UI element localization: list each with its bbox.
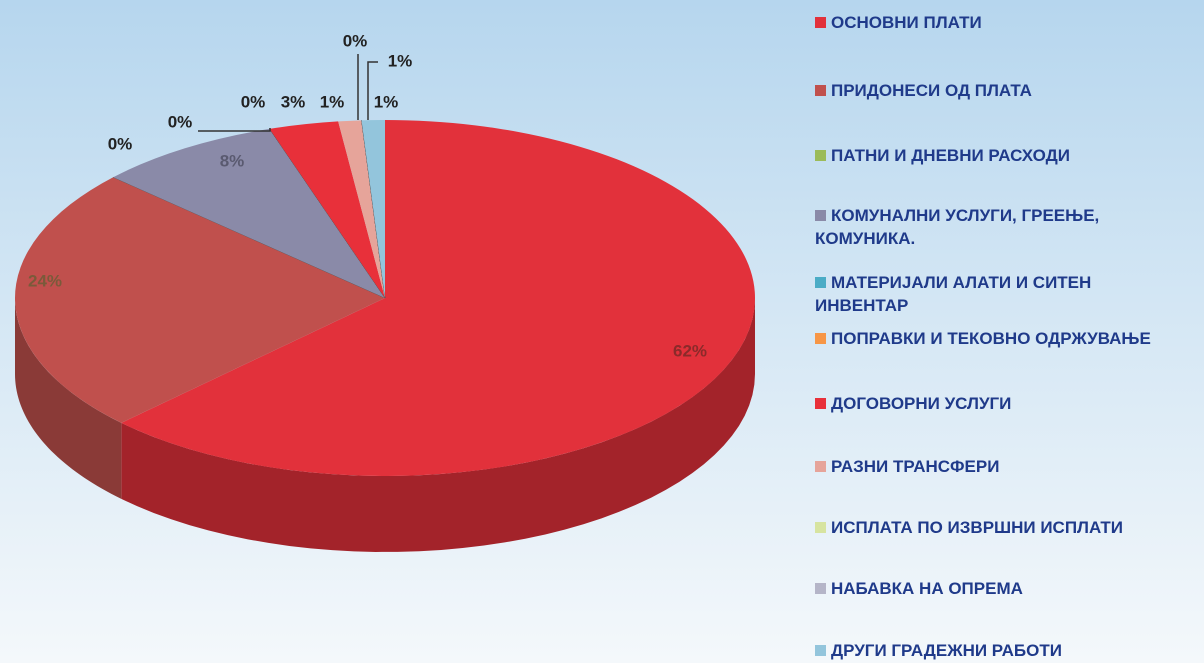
legend-swatch bbox=[815, 398, 826, 409]
legend-label: ОСНОВНИ ПЛАТИ bbox=[831, 13, 982, 32]
legend-item: ОСНОВНИ ПЛАТИ bbox=[815, 11, 1175, 34]
legend-label: ИСПЛАТА ПО ИЗВРШНИ ИСПЛАТИ bbox=[831, 518, 1124, 537]
slice-side bbox=[121, 298, 755, 552]
slice bbox=[361, 120, 385, 298]
slice bbox=[269, 121, 385, 299]
legend-swatch bbox=[815, 277, 826, 288]
legend-swatch bbox=[815, 461, 826, 472]
legend-item: РАЗНИ ТРАНСФЕРИ bbox=[815, 455, 1175, 478]
legend-swatch bbox=[815, 85, 826, 96]
slice bbox=[14, 177, 386, 423]
legend-swatch bbox=[815, 17, 826, 28]
legend-label: ПРИДОНЕСИ ОД ПЛАТА bbox=[831, 81, 1032, 100]
legend-item: ПРИДОНЕСИ ОД ПЛАТА bbox=[815, 79, 1175, 102]
legend-swatch bbox=[815, 522, 826, 533]
slice bbox=[113, 128, 386, 298]
legend-item: ПОПРАВКИ И ТЕКОВНО ОДРЖУВАЊЕ bbox=[815, 327, 1175, 350]
data-label: 62% bbox=[673, 341, 707, 360]
legend-label: МАТЕРИЈАЛИ АЛАТИ И СИТЕН ИНВЕНТАР bbox=[815, 273, 1092, 315]
legend-label: ПОПРАВКИ И ТЕКОВНО ОДРЖУВАЊЕ bbox=[831, 329, 1151, 348]
legend-swatch bbox=[815, 150, 826, 161]
legend-swatch bbox=[815, 645, 826, 656]
data-label: 0% bbox=[241, 92, 266, 111]
legend-item: ИСПЛАТА ПО ИЗВРШНИ ИСПЛАТИ bbox=[815, 516, 1175, 539]
legend-swatch bbox=[815, 583, 826, 594]
data-label: 3% bbox=[281, 92, 306, 111]
legend-label: РАЗНИ ТРАНСФЕРИ bbox=[831, 457, 1000, 476]
slice bbox=[338, 120, 385, 298]
pie-area: 62% 24% 0% 8% 0% 0% 3% 1% 0% 1% 1% bbox=[14, 31, 756, 552]
data-label: 1% bbox=[374, 92, 399, 111]
legend-swatch bbox=[815, 333, 826, 344]
legend-item: ДРУГИ ГРАДЕЖНИ РАБОТИ bbox=[815, 639, 1175, 662]
legend-item: МАТЕРИЈАЛИ АЛАТИ И СИТЕН ИНВЕНТАР bbox=[815, 271, 1175, 317]
legend-swatch bbox=[815, 210, 826, 221]
data-label: 0% bbox=[343, 31, 368, 50]
data-label: 0% bbox=[108, 134, 133, 153]
data-label: 1% bbox=[320, 92, 345, 111]
data-label: 24% bbox=[28, 271, 62, 290]
data-label: 8% bbox=[220, 151, 245, 170]
legend-label: НАБАВКА НА ОПРЕМА bbox=[831, 579, 1023, 598]
slice bbox=[121, 120, 756, 476]
legend-label: ПАТНИ И ДНЕВНИ РАСХОДИ bbox=[831, 146, 1070, 165]
data-label: 0% bbox=[168, 112, 193, 131]
legend-label: ДРУГИ ГРАДЕЖНИ РАБОТИ bbox=[831, 641, 1062, 660]
legend-label: ДОГОВОРНИ УСЛУГИ bbox=[831, 394, 1012, 413]
legend-item: НАБАВКА НА ОПРЕМА bbox=[815, 577, 1175, 600]
legend-item: КОМУНАЛНИ УСЛУГИ, ГРЕЕЊЕ, КОМУНИКА. bbox=[815, 204, 1175, 250]
data-label: 1% bbox=[388, 51, 413, 70]
legend-item: ПАТНИ И ДНЕВНИ РАСХОДИ bbox=[815, 144, 1175, 167]
legend-item: ДОГОВОРНИ УСЛУГИ bbox=[815, 392, 1175, 415]
legend-label: КОМУНАЛНИ УСЛУГИ, ГРЕЕЊЕ, КОМУНИКА. bbox=[815, 206, 1100, 248]
leader-line bbox=[367, 61, 378, 120]
leader-line bbox=[198, 128, 271, 132]
slice-side bbox=[15, 298, 122, 499]
